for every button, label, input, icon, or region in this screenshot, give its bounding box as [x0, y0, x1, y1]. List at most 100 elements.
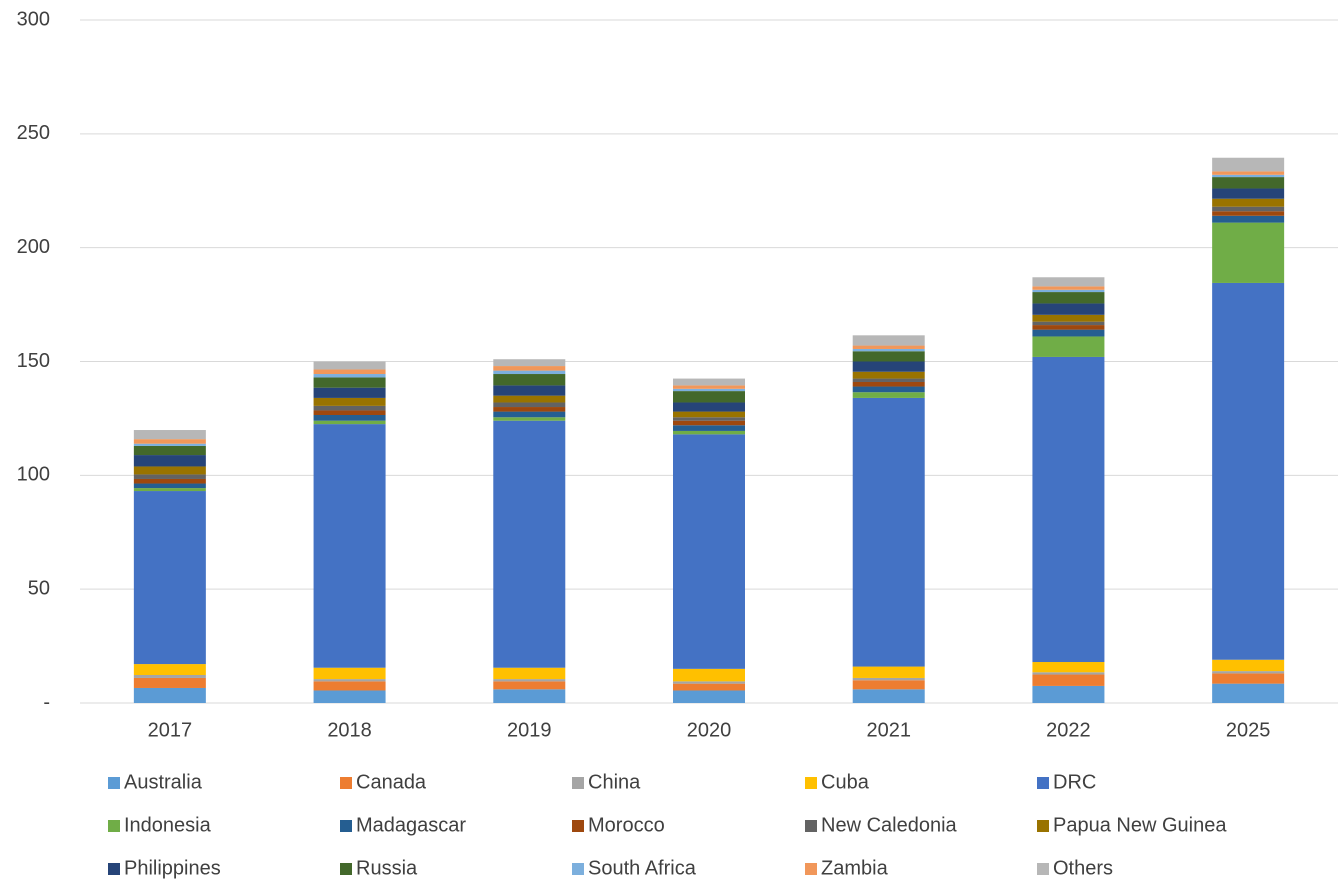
x-tick-label: 2022 [1046, 719, 1091, 741]
bar-segment [852, 348, 925, 352]
bar-segment [1032, 356, 1105, 663]
y-tick-label: 100 [17, 464, 50, 486]
bar-segment [1032, 674, 1105, 686]
bar-segment [673, 417, 745, 421]
y-tick-label: 150 [17, 350, 50, 372]
bar-segment [493, 681, 566, 690]
legend-swatch [1037, 820, 1049, 832]
bar-segment [1212, 174, 1285, 178]
bar-segment [1032, 662, 1105, 673]
legend-swatch [572, 777, 584, 789]
legend-swatch [108, 820, 120, 832]
legend-swatch [572, 863, 584, 875]
bar-segment [313, 410, 386, 416]
legend-label: Madagascar [356, 814, 466, 836]
bar-segment [133, 674, 206, 678]
bar-segment [673, 681, 745, 684]
legend-swatch [340, 863, 352, 875]
bar-segment [1212, 671, 1285, 674]
bar-segment [313, 667, 386, 680]
x-tick-label: 2017 [148, 719, 193, 741]
bar-segment [673, 411, 745, 418]
bar-segment [852, 361, 925, 372]
bar-segment [673, 388, 745, 392]
bar-segment [313, 405, 386, 411]
legend-label: Others [1053, 857, 1113, 879]
legend-label: South Africa [588, 857, 697, 879]
bar-segment [852, 381, 925, 387]
y-tick-label: 50 [28, 577, 50, 599]
bar-segment [493, 679, 566, 682]
bar-segment [1212, 683, 1285, 703]
bar-segment [852, 335, 925, 346]
bar-segment [493, 667, 566, 680]
bar-segment [673, 378, 745, 386]
bar-segment [1032, 303, 1105, 315]
legend-label: Cuba [821, 771, 870, 793]
bar-segment [133, 687, 206, 703]
legend-label: New Caledonia [821, 814, 958, 836]
y-tick-label: - [43, 691, 50, 713]
bar-segment [1212, 188, 1285, 199]
bar-segment [1212, 659, 1285, 672]
bar-segment [852, 680, 925, 690]
bar-segment [313, 397, 386, 406]
bar-segment [852, 397, 925, 667]
bar-segment [1032, 289, 1105, 293]
bar-segment [1212, 206, 1285, 212]
bar-segment [493, 407, 566, 412]
bar-segment [1212, 211, 1285, 216]
bar-segment [1032, 325, 1105, 330]
legend-swatch [108, 777, 120, 789]
x-tick-label: 2019 [507, 719, 552, 741]
legend-label: Indonesia [124, 814, 212, 836]
bar-segment [852, 345, 925, 349]
bar-segment [493, 366, 566, 371]
bar-segment [313, 374, 386, 378]
bar-segment [133, 466, 206, 475]
bar-segment [1212, 673, 1285, 684]
x-tick-label: 2021 [866, 719, 911, 741]
bar-segment [852, 689, 925, 703]
bar-segment [1032, 321, 1105, 326]
bar-segment [493, 395, 566, 403]
bar-segment [313, 377, 386, 388]
legend-swatch [572, 820, 584, 832]
bar-segment [313, 420, 386, 425]
bar-segment [133, 474, 206, 479]
bar-segment [852, 666, 925, 678]
bar-segment [493, 370, 566, 375]
x-tick-label: 2018 [327, 719, 372, 741]
legend-label: Morocco [588, 814, 665, 836]
bar-segment [133, 439, 206, 444]
bar-segment [852, 378, 925, 382]
bar-segment [133, 677, 206, 688]
bar-segment [1212, 177, 1285, 189]
bar-segment [673, 668, 745, 682]
bar-segment [313, 681, 386, 691]
bar-segment [313, 690, 386, 703]
bar-segment [1032, 292, 1105, 304]
legend-label: Papua New Guinea [1053, 814, 1227, 836]
bar-segment [1032, 329, 1105, 337]
bar-segment [1212, 215, 1285, 223]
legend-label: Philippines [124, 857, 221, 879]
bar-segment [493, 417, 566, 421]
legend-label: DRC [1053, 771, 1096, 793]
y-tick-label: 300 [17, 8, 50, 30]
legend-swatch [805, 777, 817, 789]
legend-swatch [340, 777, 352, 789]
x-tick-label: 2025 [1226, 719, 1271, 741]
bar-segment [313, 387, 386, 398]
bar-segment [673, 690, 745, 703]
bar-segment [852, 351, 925, 362]
bar-segment [133, 430, 206, 440]
bar-segment [493, 359, 566, 367]
legend-label: Zambia [821, 857, 889, 879]
bar-segment [673, 434, 745, 669]
bar-segment [313, 679, 386, 682]
bar-segment [493, 374, 566, 386]
bar-segment [1032, 277, 1105, 287]
legend-label: Russia [356, 857, 418, 879]
bar-segment [1212, 198, 1285, 207]
